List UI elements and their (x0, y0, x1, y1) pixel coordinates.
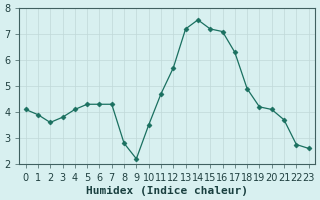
X-axis label: Humidex (Indice chaleur): Humidex (Indice chaleur) (86, 186, 248, 196)
